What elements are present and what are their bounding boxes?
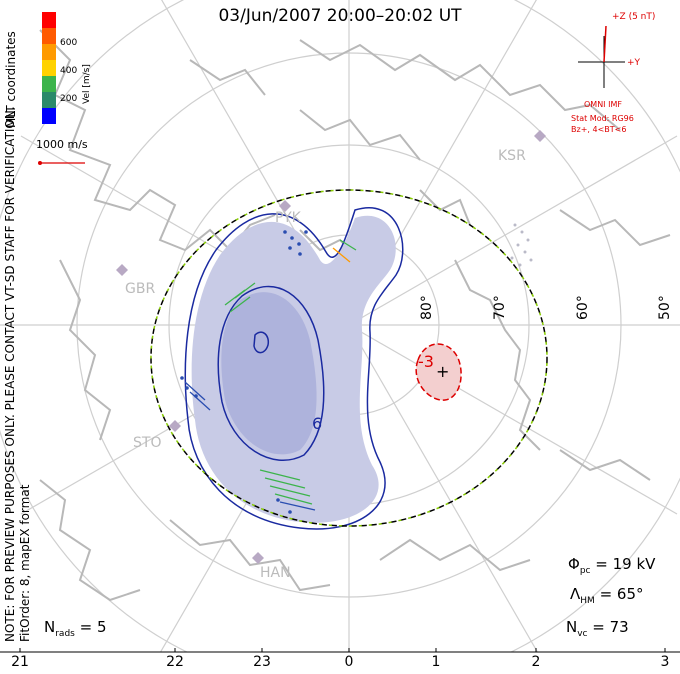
imf-z-label: +Z (5 nT) (612, 12, 656, 22)
radar-fov-dots (510, 223, 533, 267)
colorbar-segment (42, 76, 56, 92)
imf-dial (578, 36, 625, 88)
imf-source: OMNI IMF (584, 100, 622, 109)
positive-contour-label: 6 (312, 414, 323, 433)
radar-label-gbr: GBR (125, 281, 156, 297)
lambda-hm-stat: ΛHM = 65° (570, 585, 644, 606)
map-title: 03/Jun/2007 20:00–20:02 UT (218, 6, 462, 26)
radar-label-ksr: KSR (498, 148, 526, 164)
colorbar-tick-600: 600 (60, 38, 78, 48)
n-vc-value: 73 (609, 618, 629, 636)
imf-model: Stat Mod: RG96 (571, 114, 634, 123)
imf-vector (603, 25, 607, 63)
n-rads-value: 5 (96, 618, 107, 636)
latitude-label-80: 80° (419, 295, 435, 320)
lambda-hm-value: 65° (616, 585, 644, 603)
mlt-label-23: 23 (253, 654, 271, 670)
radar-sites (116, 130, 546, 564)
mlt-label-1: 1 (431, 654, 441, 670)
colorbar-tick-400: 400 (60, 66, 78, 76)
imf-y-label: +Y (627, 58, 641, 68)
mlt-label-22: 22 (166, 654, 184, 670)
colorbar-segment (42, 28, 56, 44)
reference-vector-label: 1000 m/s (36, 138, 88, 151)
velocity-colorbar (42, 12, 56, 124)
mlt-label-21: 21 (11, 654, 29, 670)
colorbar-segment (42, 60, 56, 76)
mlt-label-0: 0 (344, 654, 354, 670)
n-vc-stat: Nvc = 73 (566, 618, 629, 639)
colorbar-segment (42, 92, 56, 108)
fit-order-label: FitOrder: 8, mapEX format (18, 484, 32, 642)
radar-label-sto: STO (133, 435, 162, 451)
imf-condition: Bz+, 4<BT<6 (571, 125, 627, 134)
n-rads-stat: Nrads = 5 (44, 618, 107, 639)
colorbar-segment (42, 12, 56, 28)
radar-label-pyk: PYK (275, 210, 301, 226)
potential-minimum-marker: + (436, 362, 450, 381)
mlt-label-2: 2 (531, 654, 541, 670)
phi-pc-value: 19 kV (612, 555, 656, 573)
colorbar-segment (42, 44, 56, 60)
negative-contour-label: -3 (418, 352, 434, 371)
colorbar-label: Vel [m/s] (82, 64, 92, 104)
colorbar-segment (42, 108, 56, 124)
radar-label-han: HAN (260, 565, 291, 581)
mlt-label-3: 3 (660, 654, 670, 670)
positive-contours (184, 207, 404, 530)
inner-cell-fill (221, 292, 317, 455)
velocity-vectors (184, 239, 357, 511)
latitude-label-60: 60° (575, 295, 591, 320)
phi-pc-stat: Φpc = 19 kV (568, 555, 656, 576)
vector-dots (180, 230, 308, 514)
mlt-ticks (0, 648, 680, 653)
colorbar-tick-200: 200 (60, 94, 78, 104)
latitude-label-70: 70° (492, 295, 508, 320)
preview-note: NOTE: FOR PREVIEW PURPOSES ONLY. PLEASE … (3, 106, 17, 642)
negative-cell (415, 343, 462, 401)
latitude-label-50: 50° (657, 295, 673, 320)
